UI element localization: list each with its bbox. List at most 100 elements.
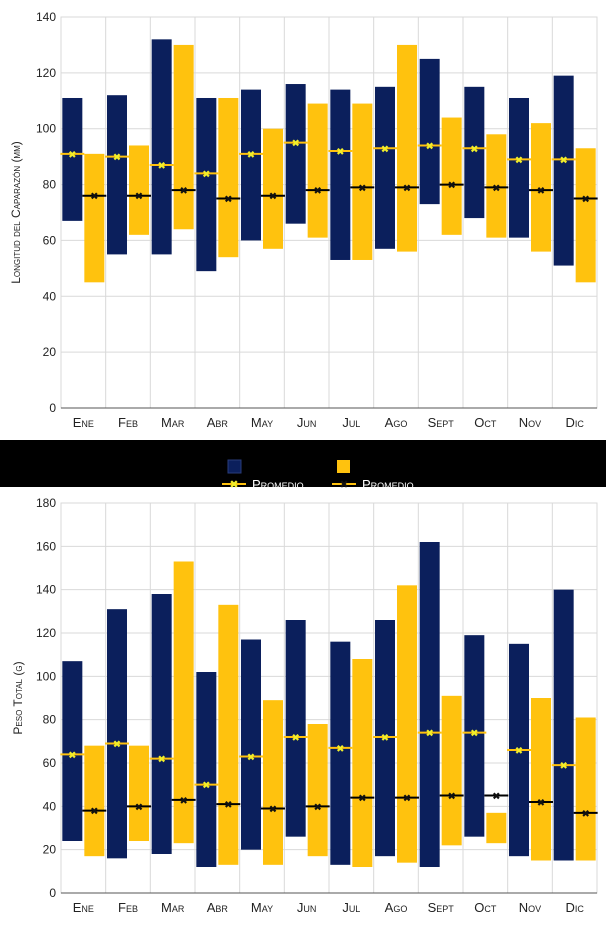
x-tick-label: Mar <box>161 415 185 430</box>
bar-gold-dic <box>575 148 596 283</box>
bar-navy-jul <box>330 641 351 865</box>
avg-marker-navy: ✖ <box>470 144 478 155</box>
bar-navy-jun <box>285 620 306 837</box>
avg-marker-gold: ✖ <box>224 195 232 206</box>
bar-gold-ago <box>397 44 417 252</box>
avg-marker-gold: ✖ <box>135 802 143 813</box>
bar-gold-mar <box>173 44 194 230</box>
avg-marker-navy: ✖ <box>291 139 299 150</box>
bar-gold-feb <box>129 145 149 235</box>
bar-navy-dic <box>553 589 574 861</box>
x-tick-label: Ene <box>73 415 94 430</box>
avg-marker-gold: ✖ <box>492 183 500 194</box>
avg-marker-navy: ✖ <box>336 147 344 158</box>
bar-navy-oct <box>464 635 485 837</box>
y-tick-label: 60 <box>43 756 57 770</box>
avg-marker-gold: ✖ <box>581 809 589 820</box>
avg-marker-navy: ✖ <box>157 161 165 172</box>
avg-marker-navy: ✖ <box>515 746 523 757</box>
avg-marker-navy: ✖ <box>202 781 210 792</box>
y-axis-label: Peso Total (g) <box>11 661 25 734</box>
y-axis-label: Longitud del Caparazón (mm) <box>9 141 23 284</box>
avg-marker-gold: ✖ <box>224 800 232 811</box>
x-tick-label: Jul <box>342 415 360 430</box>
bar-gold-may <box>263 700 283 865</box>
bar-navy-jul <box>330 89 351 260</box>
x-tick-label: Sept <box>428 415 455 430</box>
bar-gold-jun <box>307 724 328 857</box>
y-tick-label: 160 <box>36 539 56 553</box>
avg-marker-gold: ✖ <box>313 802 321 813</box>
avg-marker-navy: ✖ <box>68 150 76 161</box>
bar-gold-abr <box>218 97 239 258</box>
avg-marker-gold: ✖ <box>537 798 545 809</box>
y-tick-label: 0 <box>49 401 56 415</box>
avg-marker-navy: ✖ <box>202 169 210 180</box>
x-tick-label: Nov <box>519 900 541 915</box>
x-tick-label: Sept <box>428 900 455 915</box>
x-tick-label: Feb <box>118 415 138 430</box>
x-tick-label: Mar <box>161 900 185 915</box>
bar-gold-jul <box>352 103 373 260</box>
bar-gold-ene <box>84 153 105 283</box>
bar-navy-mar <box>151 39 172 255</box>
avg-marker-navy: ✖ <box>68 750 76 761</box>
avg-marker-navy: ✖ <box>559 761 567 772</box>
bar-navy-ago <box>375 620 395 857</box>
avg-marker-gold: ✖ <box>447 181 455 192</box>
avg-marker-navy: ✖ <box>157 755 165 766</box>
x-tick-label: Feb <box>118 900 138 915</box>
y-tick-label: 180 <box>36 496 56 510</box>
bar-navy-mar <box>151 594 172 854</box>
avg-marker-gold: ✖ <box>492 792 500 803</box>
avg-marker-gold: ✖ <box>403 794 411 805</box>
x-tick-label: Oct <box>474 415 497 430</box>
avg-marker-gold: ✖ <box>269 192 277 203</box>
avg-marker-gold: ✖ <box>90 192 98 203</box>
bar-navy-sept <box>419 542 440 867</box>
avg-marker-navy: ✖ <box>291 733 299 744</box>
avg-marker-navy: ✖ <box>559 155 567 166</box>
x-tick-label: Abr <box>207 900 229 915</box>
bar-navy-nov <box>509 97 529 238</box>
x-tick-label: Ene <box>73 900 94 915</box>
bar-gold-abr <box>218 604 239 865</box>
avg-marker-navy: ✖ <box>247 150 255 161</box>
legend-avg-label-navy: Promedio <box>252 477 304 492</box>
x-tick-label: Ago <box>385 900 408 915</box>
avg-marker-gold: ✖ <box>179 796 187 807</box>
bar-navy-abr <box>196 97 217 272</box>
bar-gold-nov <box>531 698 551 861</box>
avg-marker-navy: ✖ <box>381 144 389 155</box>
bar-navy-ene <box>62 661 83 841</box>
legend-avg-marker-gold: ✖ <box>339 479 348 491</box>
bar-navy-jun <box>285 84 306 224</box>
x-tick-label: Ago <box>385 415 408 430</box>
x-tick-label: Jun <box>297 900 317 915</box>
y-tick-label: 40 <box>43 799 57 813</box>
y-tick-label: 80 <box>43 713 57 727</box>
bar-gold-sept <box>441 695 462 846</box>
bar-navy-may <box>241 89 261 241</box>
y-tick-label: 120 <box>36 66 56 80</box>
x-tick-label: Nov <box>519 415 541 430</box>
bar-gold-sept <box>441 117 462 235</box>
avg-marker-gold: ✖ <box>179 186 187 197</box>
y-tick-label: 120 <box>36 626 56 640</box>
bar-gold-jul <box>352 659 373 867</box>
avg-marker-navy: ✖ <box>113 740 121 751</box>
x-tick-label: Abr <box>207 415 229 430</box>
bar-gold-oct <box>486 134 507 238</box>
bar-gold-feb <box>129 745 149 841</box>
avg-marker-navy: ✖ <box>381 733 389 744</box>
avg-marker-gold: ✖ <box>358 183 366 194</box>
avg-marker-navy: ✖ <box>515 155 523 166</box>
x-tick-label: May <box>251 415 273 430</box>
avg-marker-gold: ✖ <box>313 186 321 197</box>
bar-navy-abr <box>196 672 217 867</box>
y-tick-label: 40 <box>43 289 57 303</box>
bar-navy-oct <box>464 86 485 219</box>
bar-gold-nov <box>531 123 551 252</box>
y-tick-label: 20 <box>43 843 57 857</box>
